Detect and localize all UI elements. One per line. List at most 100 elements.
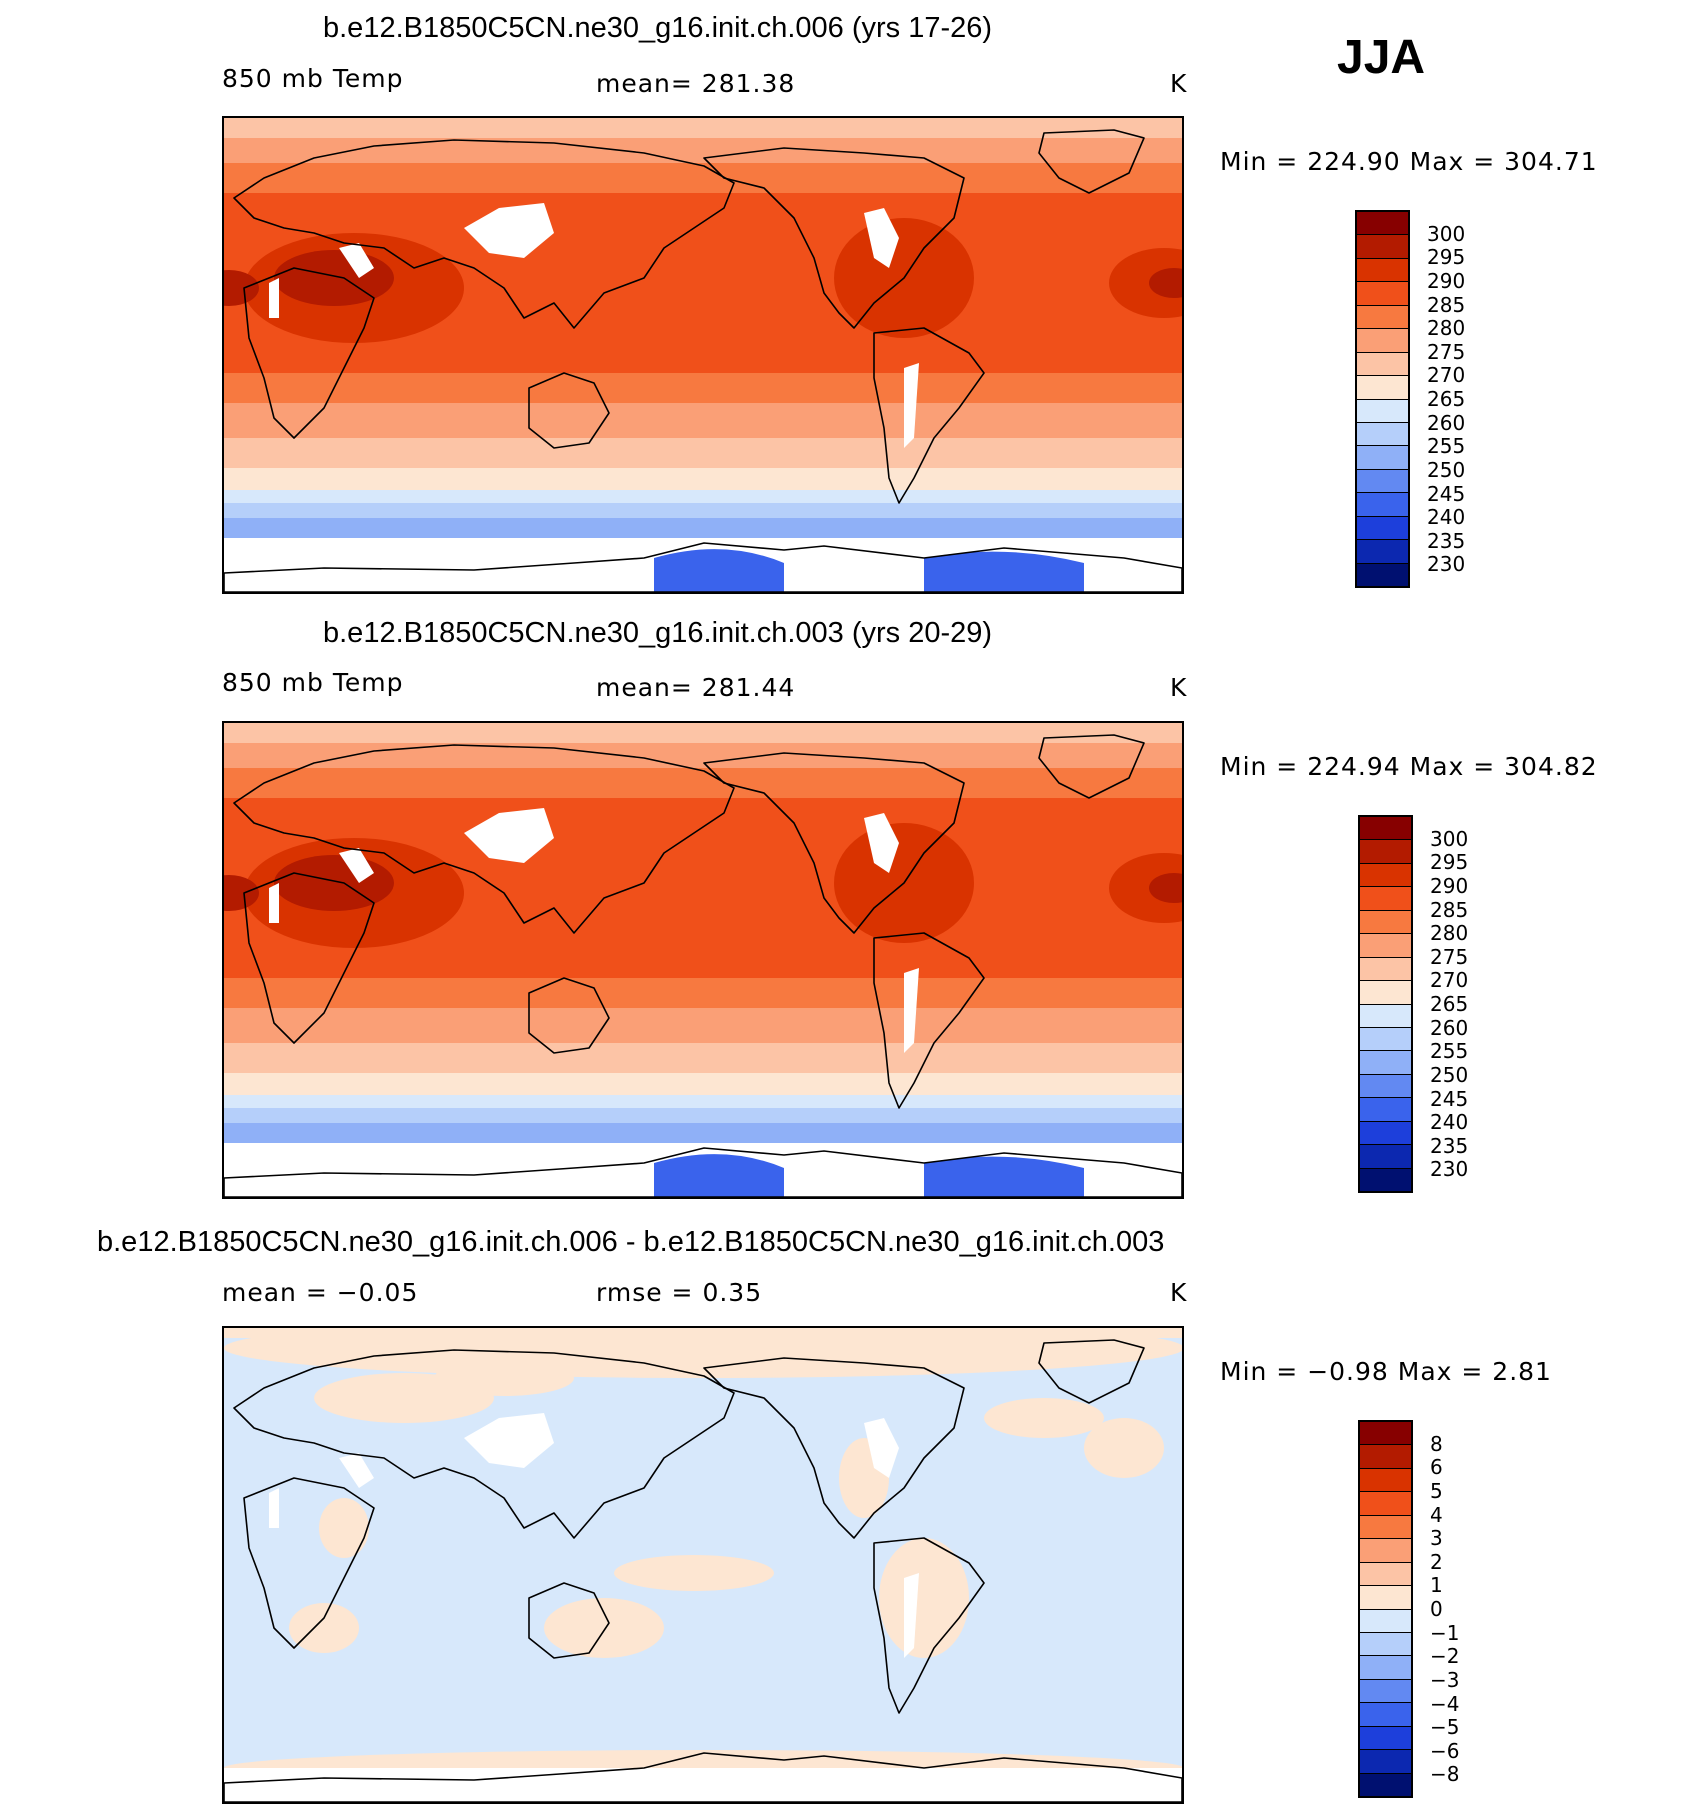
missing-data <box>864 208 899 268</box>
missing-data <box>864 1418 899 1478</box>
missing-data <box>269 278 279 318</box>
colorbar-tick-label: 270 <box>1427 363 1466 388</box>
panel-3-map <box>222 1326 1184 1804</box>
colorbar-tick-label: 280 <box>1430 921 1469 946</box>
temperature-band <box>224 1073 1182 1095</box>
temperature-band <box>224 978 1182 1008</box>
colorbar-swatch <box>1357 493 1408 517</box>
colorbar-swatch <box>1357 422 1408 447</box>
colorbar-swatch <box>1360 1027 1411 1052</box>
positive-anomaly <box>984 1398 1104 1438</box>
colorbar-swatch <box>1357 469 1408 494</box>
colorbar-swatch <box>1360 1726 1411 1751</box>
colorbar-tick-label: −1 <box>1430 1620 1460 1645</box>
colorbar-tick-label: 250 <box>1430 1062 1469 1087</box>
temperature-band <box>224 373 1182 403</box>
coastlines <box>224 129 1182 592</box>
colorbar-swatch <box>1360 1468 1411 1493</box>
coastline <box>224 1752 1182 1802</box>
positive-anomaly <box>614 1555 774 1591</box>
colorbar-swatch <box>1360 1750 1411 1774</box>
colorbar-tick-label: 245 <box>1427 481 1466 506</box>
coastline <box>1038 129 1145 194</box>
coastline <box>528 372 610 449</box>
panel-2-mean-label: mean= 281.44 <box>596 673 796 702</box>
missing-data <box>464 203 554 258</box>
panel-3-rmse-label: rmse = 0.35 <box>596 1278 763 1307</box>
missing-data <box>864 813 899 873</box>
colorbar-swatch <box>1357 540 1408 564</box>
temperature-band <box>224 1008 1182 1043</box>
colorbar-tick-label: 240 <box>1427 505 1466 530</box>
colorbar-swatch <box>1360 1679 1411 1704</box>
colorbar-tick-label: 285 <box>1427 292 1466 317</box>
colorbar-swatch <box>1360 981 1411 1005</box>
colorbar-tick-label: 230 <box>1430 1157 1469 1182</box>
panel-1-map <box>222 116 1184 594</box>
colorbar-tick-label: −5 <box>1430 1715 1460 1740</box>
positive-anomaly <box>289 1603 359 1653</box>
panel-2-minmax: Min = 224.94 Max = 304.82 <box>1220 752 1598 781</box>
coastline <box>224 542 1182 592</box>
colorbar-swatch <box>1360 1609 1411 1633</box>
missing-data <box>904 1573 919 1658</box>
panel-2-units: K <box>1170 673 1188 702</box>
colorbar-swatch <box>1357 399 1408 423</box>
temperature-band <box>224 503 1182 518</box>
colorbar-swatch <box>1357 352 1408 377</box>
colorbar-swatch <box>1360 1098 1411 1122</box>
colorbar-tick-label: −3 <box>1430 1667 1460 1692</box>
missing-data <box>464 1413 554 1468</box>
colorbar-swatch <box>1360 934 1411 958</box>
panel-1-map-svg <box>224 118 1182 592</box>
colorbar-tick-label: 8 <box>1430 1431 1443 1456</box>
colorbar-tick-label: 4 <box>1430 1502 1443 1527</box>
coastline <box>1038 734 1145 799</box>
colorbar-tick-label: 265 <box>1430 992 1469 1016</box>
coastline <box>873 1537 985 1714</box>
colorbar-swatch <box>1360 1656 1411 1680</box>
coastlines <box>224 1339 1182 1802</box>
map-field <box>224 1328 1182 1802</box>
colorbar-tick-label: 240 <box>1430 1110 1469 1135</box>
coastline <box>1038 1339 1145 1404</box>
temperature-band <box>224 163 1182 193</box>
panel-2-colorbar <box>1358 815 1413 1193</box>
colorbar-tick-label: 300 <box>1430 826 1469 851</box>
colorbar-tick-label: 270 <box>1430 968 1469 993</box>
coastline <box>233 1349 735 1539</box>
temperature-band <box>224 118 1182 138</box>
colorbar-swatch <box>1357 282 1408 306</box>
missing-data <box>464 808 554 863</box>
colorbar-tick-label: 5 <box>1430 1478 1443 1503</box>
colorbar-tick-label: 275 <box>1430 944 1469 969</box>
panel-3-title: b.e12.B1850C5CN.ne30_g16.init.ch.006 - b… <box>97 1226 1165 1258</box>
warm-region <box>1109 248 1182 318</box>
season-label: JJA <box>1337 31 1426 84</box>
coastline <box>224 1147 1182 1197</box>
colorbar-swatch <box>1357 563 1408 586</box>
panel-1-mean-label: mean= 281.38 <box>596 69 796 98</box>
map-field <box>224 723 1182 1197</box>
colorbar-swatch <box>1360 1632 1411 1657</box>
coastline <box>233 744 735 934</box>
colorbar-tick-label: 235 <box>1430 1133 1469 1158</box>
colorbar-swatch <box>1357 212 1408 236</box>
colorbar-tick-label: 260 <box>1430 1015 1469 1040</box>
coastline <box>528 1582 610 1659</box>
colorbar-swatch <box>1360 1515 1411 1540</box>
positive-anomaly <box>544 1598 664 1658</box>
missing-data <box>339 243 374 278</box>
warm-region <box>1109 853 1182 923</box>
missing-data <box>269 883 279 923</box>
panel-1-units: K <box>1170 69 1188 98</box>
panel-1-title: b.e12.B1850C5CN.ne30_g16.init.ch.006 (yr… <box>323 12 993 44</box>
colorbar-tick-label: −4 <box>1430 1691 1460 1716</box>
colorbar-swatch <box>1360 863 1411 888</box>
colorbar-swatch <box>1360 1773 1411 1796</box>
panel-3-minmax: Min = −0.98 Max = 2.81 <box>1220 1357 1552 1386</box>
colorbar-tick-label: 255 <box>1427 434 1466 459</box>
coastline <box>703 752 965 934</box>
hot-region <box>224 270 259 306</box>
positive-anomaly <box>1084 1418 1164 1478</box>
